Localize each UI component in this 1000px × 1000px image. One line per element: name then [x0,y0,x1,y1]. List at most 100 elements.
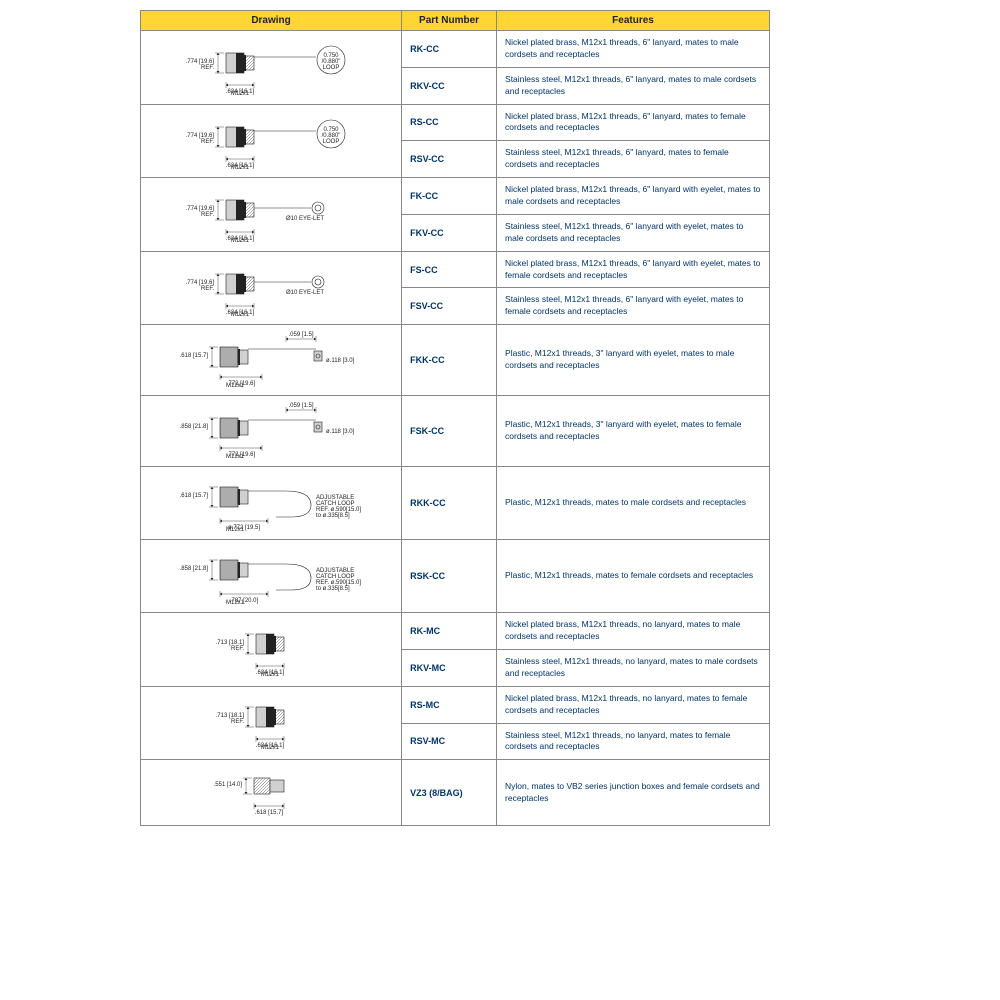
features-text: Nickel plated brass, M12x1 threads, 6" l… [497,104,770,141]
svg-text:Ø10 EYE-LET: Ø10 EYE-LET [286,290,324,296]
svg-text:LOOP: LOOP [323,139,340,145]
table-row: 0.750 /0.880" LOOP .774 [19.6] REF. .634… [141,31,770,68]
technical-drawing: ADJUSTABLE CATCH LOOP REF. ø.590[15.0] t… [176,471,366,533]
table-row: .713 [18.1] REF. .634 [16.1] M12x1 RK-MC… [141,613,770,650]
svg-text:.059 [1.5]: .059 [1.5] [289,332,314,338]
technical-drawing: .713 [18.1] REF. .634 [16.1] M12x1 [176,691,366,753]
drawing-cell: Ø10 EYE-LET .774 [19.6] REF. .634 [16.1]… [141,178,402,252]
svg-text:.551 [14.0]: .551 [14.0] [214,782,243,788]
part-number: RK-CC [402,31,497,68]
part-number: VZ3 (8/BAG) [402,760,497,826]
svg-text:LOOP: LOOP [323,65,340,71]
features-text: Stainless steel, M12x1 threads, 6" lanya… [497,67,770,104]
svg-text:M12x1: M12x1 [231,91,250,97]
svg-text:.858 [21.8]: .858 [21.8] [180,566,209,572]
svg-text:.618 [15.7]: .618 [15.7] [180,493,209,499]
part-number: RKV-MC [402,650,497,687]
table-row: 0.750 /0.880" LOOP .774 [19.6] REF. .634… [141,104,770,141]
drawing-cell: ø.118 [3.0] .059 [1.5] .618 [15.7] .772 … [141,325,402,396]
svg-text:.618 [15.7]: .618 [15.7] [255,810,284,816]
technical-drawing: 0.750 /0.880" LOOP .774 [19.6] REF. .634… [176,109,366,171]
part-number: RS-MC [402,686,497,723]
drawing-cell: ADJUSTABLE CATCH LOOP REF. ø.590[15.0] t… [141,467,402,540]
technical-drawing: ADJUSTABLE CATCH LOOP REF. ø.590[15.0] t… [176,544,366,606]
svg-text:M12x1: M12x1 [231,165,250,171]
features-text: Stainless steel, M12x1 threads, no lanya… [497,650,770,687]
drawing-cell: .713 [18.1] REF. .634 [16.1] M12x1 [141,613,402,687]
svg-text:.618 [15.7]: .618 [15.7] [180,353,209,359]
part-number: FKK-CC [402,325,497,396]
features-text: Stainless steel, M12x1 threads, no lanya… [497,723,770,760]
svg-text:M12x1: M12x1 [226,600,245,606]
part-number: RS-CC [402,104,497,141]
technical-drawing: .551 [14.0] .618 [15.7] [176,764,366,819]
technical-drawing: ø.118 [3.0] .059 [1.5] .858 [21.8] .772 … [176,400,366,460]
table-row: .551 [14.0] .618 [15.7] VZ3 (8/BAG)Nylon… [141,760,770,826]
features-text: Plastic, M12x1 threads, 3" lanyard with … [497,396,770,467]
table-row: ADJUSTABLE CATCH LOOP REF. ø.590[15.0] t… [141,467,770,540]
svg-text:M12x1: M12x1 [226,383,245,389]
technical-drawing: .713 [18.1] REF. .634 [16.1] M12x1 [176,618,366,680]
drawing-cell: Ø10 EYE-LET .774 [19.6] REF. .634 [16.1]… [141,251,402,325]
svg-text:M12x1: M12x1 [261,672,280,678]
col-drawing: Drawing [141,11,402,31]
svg-text:M12x1: M12x1 [231,238,250,244]
part-number: FKV-CC [402,214,497,251]
features-text: Plastic, M12x1 threads, mates to male co… [497,467,770,540]
technical-drawing: ø.118 [3.0] .059 [1.5] .618 [15.7] .772 … [176,329,366,389]
svg-text:.059 [1.5]: .059 [1.5] [289,403,314,409]
svg-text:REF.: REF. [231,646,244,652]
table-row: ø.118 [3.0] .059 [1.5] .618 [15.7] .772 … [141,325,770,396]
table-row: Ø10 EYE-LET .774 [19.6] REF. .634 [16.1]… [141,251,770,288]
part-number: RKV-CC [402,67,497,104]
col-features: Features [497,11,770,31]
drawing-cell: 0.750 /0.880" LOOP .774 [19.6] REF. .634… [141,104,402,178]
svg-text:M12x1: M12x1 [231,312,250,318]
svg-text:REF.: REF. [201,139,214,145]
part-number: RSK-CC [402,540,497,613]
table-row: ADJUSTABLE CATCH LOOP REF. ø.590[15.0] t… [141,540,770,613]
svg-text:to ø.335[8.5]: to ø.335[8.5] [316,586,350,592]
features-text: Nickel plated brass, M12x1 threads, 6" l… [497,178,770,215]
svg-text:Ø10 EYE-LET: Ø10 EYE-LET [286,216,324,222]
technical-drawing: Ø10 EYE-LET .774 [19.6] REF. .634 [16.1]… [176,182,366,244]
part-number: FK-CC [402,178,497,215]
features-text: Stainless steel, M12x1 threads, 6" lanya… [497,214,770,251]
drawing-cell: ADJUSTABLE CATCH LOOP REF. ø.590[15.0] t… [141,540,402,613]
svg-text:REF.: REF. [201,212,214,218]
table-row: ø.118 [3.0] .059 [1.5] .858 [21.8] .772 … [141,396,770,467]
parts-table: Drawing Part Number Features 0.750 /0.88… [140,10,770,826]
part-number: FSV-CC [402,288,497,325]
part-number: RKK-CC [402,467,497,540]
features-text: Plastic, M12x1 threads, mates to female … [497,540,770,613]
features-text: Nickel plated brass, M12x1 threads, 6" l… [497,251,770,288]
svg-text:M12x1: M12x1 [261,745,280,751]
svg-text:M12x1: M12x1 [226,454,245,460]
table-row: .713 [18.1] REF. .634 [16.1] M12x1 RS-MC… [141,686,770,723]
part-number: RK-MC [402,613,497,650]
svg-text:to ø.335[8.5]: to ø.335[8.5] [316,513,350,519]
header-row: Drawing Part Number Features [141,11,770,31]
svg-text:REF.: REF. [201,286,214,292]
drawing-cell: ø.118 [3.0] .059 [1.5] .858 [21.8] .772 … [141,396,402,467]
part-number: FSK-CC [402,396,497,467]
drawing-cell: 0.750 /0.880" LOOP .774 [19.6] REF. .634… [141,31,402,105]
features-text: Nickel plated brass, M12x1 threads, no l… [497,613,770,650]
svg-text:.858 [21.8]: .858 [21.8] [180,424,209,430]
svg-text:ø.118 [3.0]: ø.118 [3.0] [326,358,355,364]
svg-text:ø.118 [3.0]: ø.118 [3.0] [326,429,355,435]
features-text: Nickel plated brass, M12x1 threads, no l… [497,686,770,723]
part-number: RSV-CC [402,141,497,178]
part-number: RSV-MC [402,723,497,760]
part-number: FS-CC [402,251,497,288]
drawing-cell: .713 [18.1] REF. .634 [16.1] M12x1 [141,686,402,760]
features-text: Plastic, M12x1 threads, 3" lanyard with … [497,325,770,396]
technical-drawing: Ø10 EYE-LET .774 [19.6] REF. .634 [16.1]… [176,256,366,318]
features-text: Nylon, mates to VB2 series junction boxe… [497,760,770,826]
col-part-num: Part Number [402,11,497,31]
svg-text:M12x1: M12x1 [226,527,245,533]
technical-drawing: 0.750 /0.880" LOOP .774 [19.6] REF. .634… [176,35,366,97]
table-row: Ø10 EYE-LET .774 [19.6] REF. .634 [16.1]… [141,178,770,215]
drawing-cell: .551 [14.0] .618 [15.7] [141,760,402,826]
svg-text:REF.: REF. [201,65,214,71]
